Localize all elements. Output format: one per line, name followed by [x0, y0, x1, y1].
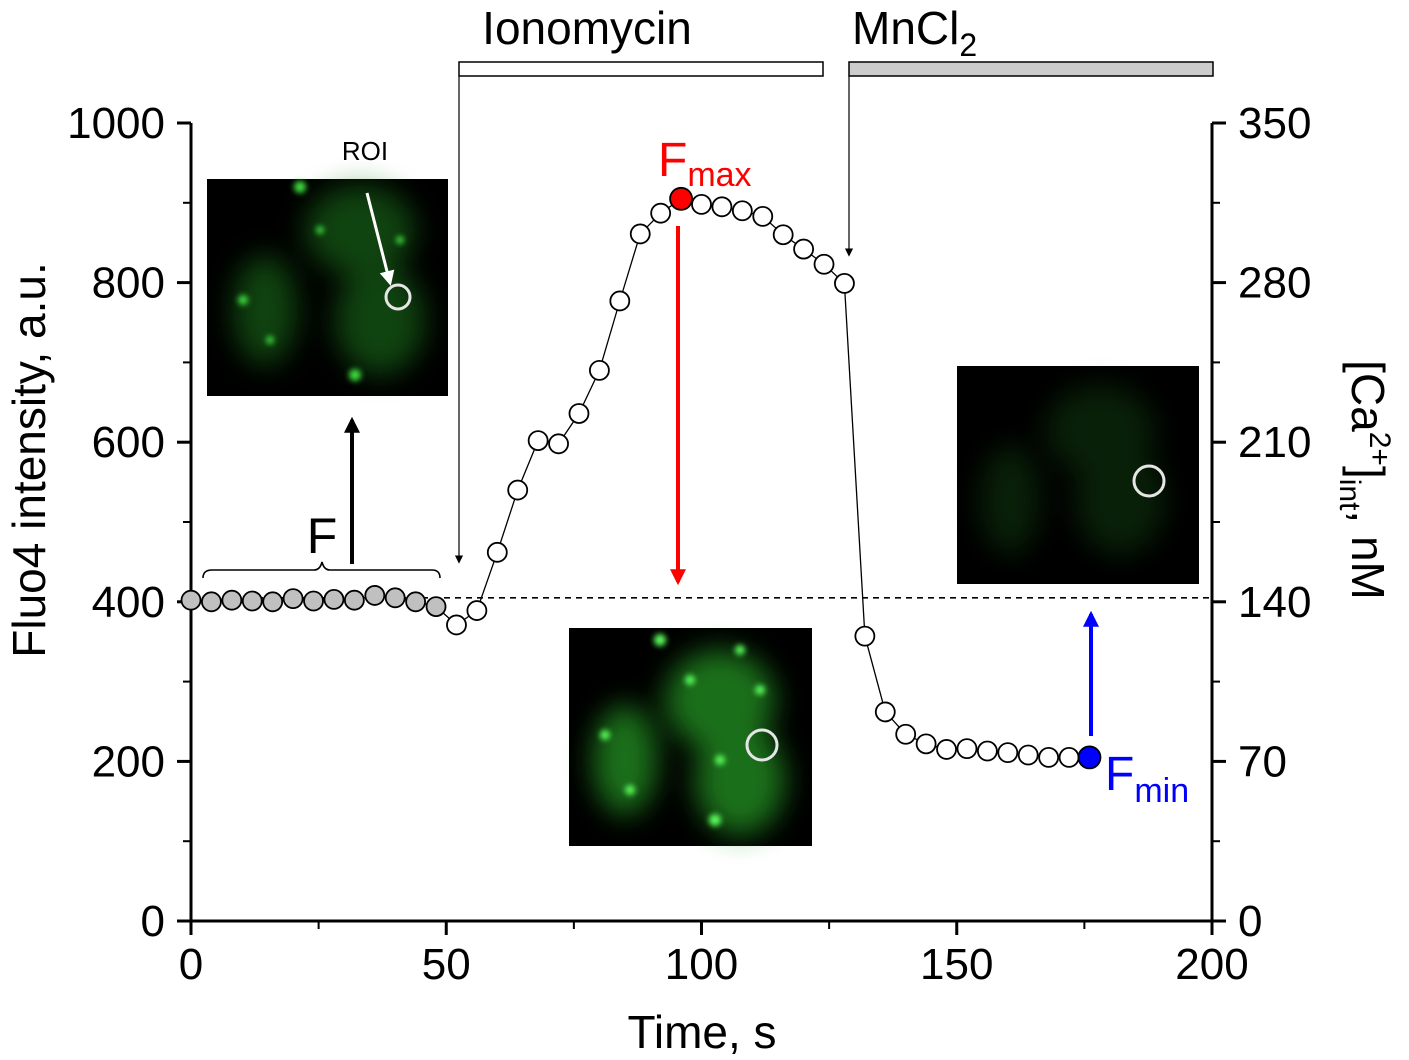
response-point	[609, 290, 631, 312]
response-point	[1038, 747, 1060, 768]
highlight-points	[669, 186, 1102, 770]
response-point	[772, 224, 794, 246]
response-point	[446, 614, 467, 636]
micrograph-peak	[569, 628, 812, 846]
y-right-tick-label: 70	[1238, 737, 1287, 786]
response-point	[793, 238, 814, 260]
response-point	[568, 403, 590, 424]
baseline-point	[425, 596, 447, 617]
y-right-tick-label: 210	[1238, 418, 1311, 467]
response-point	[711, 196, 733, 218]
micrograph-baseline	[207, 179, 448, 396]
baseline-point	[221, 589, 243, 611]
baseline-point	[282, 588, 304, 610]
response-point	[854, 625, 876, 647]
roi-label: ROI	[342, 136, 388, 166]
baseline-point	[303, 590, 324, 612]
x-tick-label: 100	[665, 940, 738, 989]
y-right-axis-label: [Ca2+]int, nM	[1333, 360, 1396, 600]
baseline-point	[180, 589, 202, 611]
x-tick-label: 0	[179, 940, 203, 989]
y-tick-label: 0	[141, 897, 165, 946]
y-tick-label: 400	[92, 578, 165, 627]
baseline-point	[262, 591, 284, 613]
response-point	[956, 738, 978, 760]
response-point	[936, 739, 957, 760]
response-point	[731, 200, 753, 222]
response-point	[752, 205, 774, 227]
micrograph-minimum	[957, 366, 1199, 584]
x-tick-label: 50	[422, 940, 471, 989]
mncl2-bar	[844, 61, 1214, 257]
response-point	[1017, 744, 1039, 766]
response-point	[976, 740, 998, 762]
response-point	[629, 223, 651, 245]
highlight-point-min	[1077, 745, 1102, 770]
axis-ticks	[177, 121, 1226, 935]
baseline-point	[405, 591, 427, 613]
ionomycin-bar	[454, 61, 824, 564]
mncl2-label: MnCl2	[852, 2, 977, 63]
response-point	[548, 433, 569, 455]
y-right-tick-label: 140	[1238, 578, 1311, 627]
response-point	[507, 479, 529, 501]
baseline-point	[323, 589, 345, 610]
baseline-point	[241, 590, 263, 612]
baseline-brace	[202, 561, 441, 579]
baseline-f-label: F	[307, 508, 338, 564]
x-axis-label: Time, s	[627, 1006, 776, 1058]
y-tick-label: 800	[92, 259, 165, 308]
fmax-label: Fmax	[658, 134, 752, 194]
x-tick-label: 150	[920, 940, 993, 989]
response-point	[874, 701, 896, 723]
highlight-point-max	[669, 186, 693, 211]
y-tick-label: 1000	[67, 99, 165, 148]
ionomycin-label: Ionomycin	[482, 2, 692, 54]
baseline-point	[343, 589, 365, 611]
response-point	[834, 272, 855, 294]
response-point	[466, 600, 488, 621]
response-point	[691, 193, 712, 215]
response-point	[527, 430, 549, 452]
response-point	[997, 742, 1019, 764]
y-tick-label: 600	[92, 418, 165, 467]
y-tick-label: 200	[92, 737, 165, 786]
y-axis-label: Fluo4 intensity, a.u.	[3, 262, 55, 657]
baseline-point	[364, 585, 386, 606]
y-right-tick-label: 0	[1238, 897, 1262, 946]
data-points	[180, 193, 1080, 768]
baseline-point	[201, 591, 222, 613]
response-point	[915, 733, 937, 755]
y-right-tick-label: 280	[1238, 259, 1311, 308]
baseline-point	[384, 587, 406, 609]
response-point	[813, 253, 835, 275]
y-right-tick-label: 350	[1238, 99, 1311, 148]
x-tick-label: 200	[1175, 940, 1248, 989]
response-point	[650, 202, 672, 224]
response-point	[589, 359, 610, 381]
response-point	[1058, 747, 1080, 768]
fmin-label: Fmin	[1105, 748, 1189, 810]
response-point	[895, 723, 917, 745]
response-point	[486, 541, 508, 563]
tick-labels: 0 50 100 150 2000200400600800100007014021028…	[67, 99, 1311, 989]
